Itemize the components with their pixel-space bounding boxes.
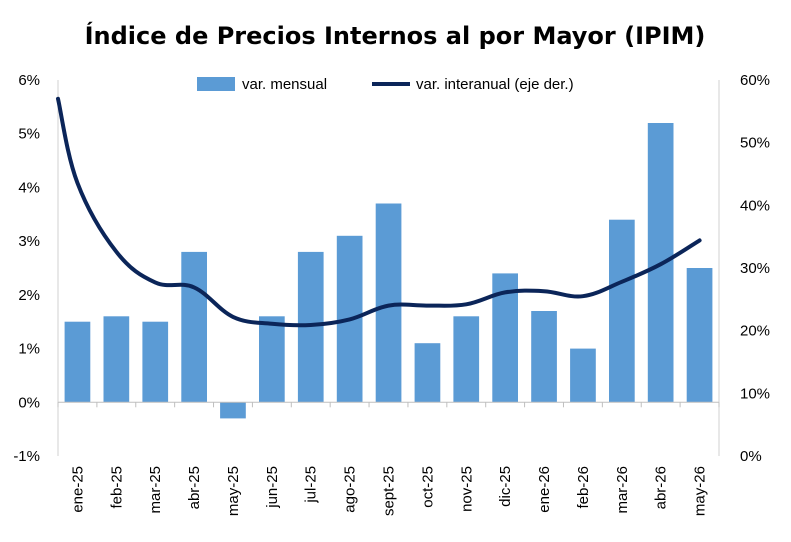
x-tick-label: dic-25 bbox=[497, 466, 514, 507]
x-tick-label: mar-26 bbox=[614, 466, 631, 514]
x-tick-label: ago-25 bbox=[342, 466, 359, 513]
left-tick-label: 6% bbox=[18, 72, 40, 89]
x-tick-label: jun-25 bbox=[264, 466, 281, 509]
legend-bar-swatch bbox=[197, 77, 235, 91]
x-tick-label: ene-26 bbox=[536, 466, 553, 513]
line-series bbox=[56, 96, 702, 328]
left-axis-ticks: -1% 0% 1% 2% 3% 4% 5% 6% bbox=[13, 72, 40, 465]
bar-mar-26 bbox=[609, 219, 635, 403]
bar-nov-25 bbox=[453, 316, 480, 403]
x-tick-label: mar-25 bbox=[147, 466, 164, 514]
x-tick-label: may-25 bbox=[225, 466, 242, 516]
bar-oct-25 bbox=[414, 343, 441, 403]
x-tick-label: nov-25 bbox=[458, 466, 475, 512]
bar-feb-26 bbox=[570, 348, 596, 403]
right-tick-label: 0% bbox=[740, 448, 762, 465]
left-tick-label: 1% bbox=[18, 341, 40, 358]
right-tick-label: 30% bbox=[740, 260, 770, 277]
left-tick-label: 5% bbox=[18, 126, 40, 143]
bar-may-26 bbox=[686, 268, 713, 403]
axes bbox=[57, 80, 720, 456]
right-axis-ticks: 0% 10% 20% 30% 40% 50% 60% bbox=[740, 72, 770, 465]
bar-ene-25 bbox=[64, 321, 91, 403]
x-tick-label: may-26 bbox=[692, 466, 709, 516]
x-tick-label: feb-26 bbox=[575, 466, 592, 509]
legend-line-label: var. interanual (eje der.) bbox=[416, 76, 574, 93]
x-tick-label: ene-25 bbox=[69, 466, 86, 513]
left-tick-label: -1% bbox=[13, 448, 40, 465]
bar-feb-25 bbox=[103, 316, 130, 403]
bar-ene-26 bbox=[531, 311, 557, 403]
x-tick-label: abr-26 bbox=[653, 466, 670, 509]
line-interanual bbox=[56, 96, 702, 328]
right-tick-label: 10% bbox=[740, 385, 770, 402]
x-tick-label: abr-25 bbox=[186, 466, 203, 509]
left-tick-label: 4% bbox=[18, 179, 40, 196]
left-tick-label: 2% bbox=[18, 287, 40, 304]
x-axis-ticks: ene-25 feb-25 mar-25 abr-25 may-25 jun-25 jul-… bbox=[69, 466, 708, 516]
legend: var. mensual var. interanual (eje der.) bbox=[197, 76, 574, 93]
right-tick-label: 20% bbox=[740, 323, 770, 340]
bar-series bbox=[64, 123, 713, 419]
right-tick-label: 50% bbox=[740, 135, 770, 152]
x-tick-label: oct-25 bbox=[419, 466, 436, 508]
right-tick-label: 60% bbox=[740, 72, 770, 89]
left-tick-label: 3% bbox=[18, 233, 40, 250]
bar-jun-25 bbox=[259, 316, 285, 403]
x-tick-label: sept-25 bbox=[381, 466, 398, 516]
x-tick-label: jul-25 bbox=[303, 466, 320, 504]
bar-abr-25 bbox=[181, 251, 207, 403]
chart-title: Índice de Precios Internos al por Mayor … bbox=[85, 21, 706, 50]
bar-mar-25 bbox=[142, 321, 169, 403]
x-tick-label: feb-25 bbox=[108, 466, 125, 509]
left-tick-label: 0% bbox=[18, 394, 40, 411]
legend-bar-label: var. mensual bbox=[242, 76, 327, 93]
bar-may-25 bbox=[220, 402, 246, 419]
right-tick-label: 40% bbox=[740, 197, 770, 214]
